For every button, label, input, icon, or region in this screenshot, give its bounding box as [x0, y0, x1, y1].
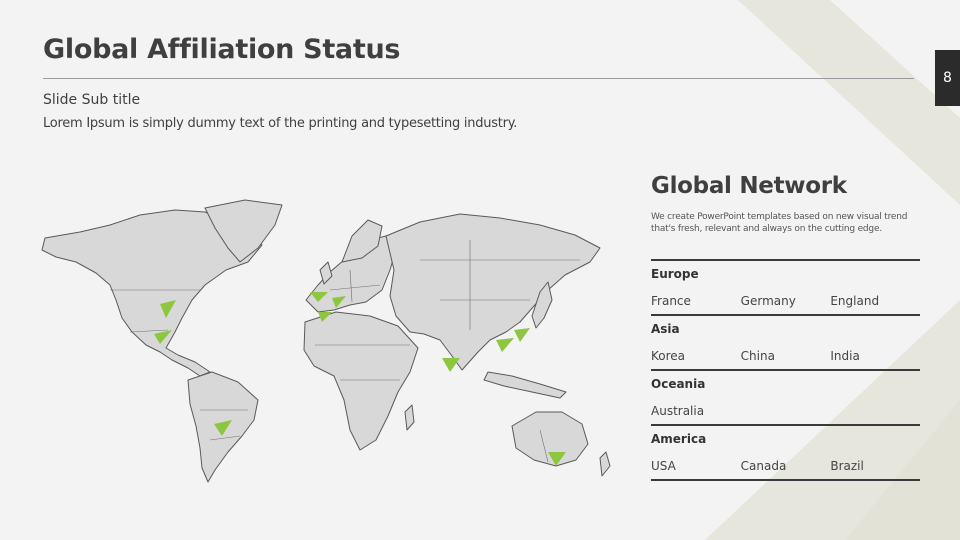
country-cell: Korea [651, 349, 686, 363]
scandinavia-landmass [341, 219, 383, 263]
country-cell: India [830, 349, 860, 363]
continents [41, 199, 611, 483]
region-europe: Europe France Germany England [651, 261, 920, 316]
region-asia: Asia Korea China India [651, 316, 920, 371]
triangle-pin-icon [214, 420, 232, 436]
country-cell: Canada [740, 459, 787, 473]
triangle-pin-icon [496, 338, 514, 352]
madagascar-landmass [404, 404, 415, 431]
triangle-pin-icon [154, 330, 172, 344]
new-zealand-landmass [599, 451, 611, 477]
country-borders [110, 240, 580, 463]
region-heading: America [651, 432, 707, 446]
network-description-line: We create PowerPoint templates based on … [651, 212, 908, 222]
country-cell: England [830, 294, 880, 308]
country-cell: France [651, 294, 691, 308]
country-cell: Germany [740, 294, 796, 308]
network-description-line: that's fresh, relevant and always on the… [651, 224, 882, 234]
asia-landmass [385, 213, 601, 371]
australia-landmass [511, 411, 589, 467]
triangle-pin-icon [318, 312, 332, 322]
region-table: Europe France Germany England Asia Korea… [651, 259, 920, 481]
region-heading: Oceania [651, 377, 706, 391]
greenland-landmass [204, 199, 283, 263]
location-markers [154, 292, 566, 466]
page-number-badge: 8 [935, 50, 960, 106]
country-cell: USA [651, 459, 676, 473]
page-title: Global Affiliation Status [43, 34, 401, 65]
triangle-pin-icon [160, 300, 176, 318]
triangle-pin-icon [548, 452, 566, 466]
world-map [41, 199, 611, 483]
triangle-pin-icon [514, 328, 530, 342]
triangle-pin-icon [310, 292, 328, 302]
network-description: We create PowerPoint templates based on … [651, 211, 941, 235]
triangle-pin-icon [332, 296, 346, 308]
region-america: America USA Canada Brazil [651, 426, 920, 481]
region-country-row: Korea China India [651, 343, 920, 369]
triangle-pin-icon [442, 358, 460, 372]
country-cell: Brazil [830, 459, 864, 473]
africa-landmass [303, 311, 419, 451]
indonesia-landmass [483, 371, 567, 399]
country-cell: China [740, 349, 775, 363]
uk-landmass [319, 261, 333, 285]
region-country-row: Australia [651, 398, 920, 424]
slide-subtitle: Slide Sub title [43, 92, 141, 108]
slide-description: Lorem Ipsum is simply dummy text of the … [43, 116, 518, 131]
region-country-row: France Germany England [651, 288, 920, 314]
country-cell: Australia [651, 404, 705, 418]
japan-landmass [531, 281, 553, 329]
region-country-row: USA Canada Brazil [651, 453, 920, 479]
region-heading: Asia [651, 322, 680, 336]
region-oceania: Oceania Australia [651, 371, 920, 426]
region-heading: Europe [651, 267, 699, 281]
network-title: Global Network [651, 173, 847, 199]
title-divider [43, 78, 914, 79]
